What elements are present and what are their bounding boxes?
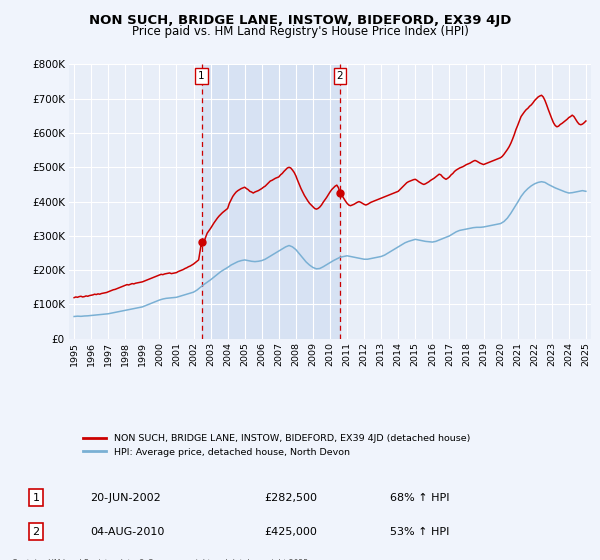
Text: 1995: 1995: [70, 342, 79, 366]
Text: £425,000: £425,000: [264, 527, 317, 536]
Text: 2010: 2010: [325, 342, 335, 366]
Text: 1: 1: [198, 71, 205, 81]
Text: 2002: 2002: [189, 342, 198, 366]
Text: 2023: 2023: [547, 342, 556, 366]
Text: 2020: 2020: [496, 342, 505, 366]
Text: 1997: 1997: [104, 342, 113, 366]
Text: 2014: 2014: [394, 342, 403, 366]
Text: 2: 2: [32, 527, 40, 536]
Text: 1996: 1996: [86, 342, 95, 366]
Text: £282,500: £282,500: [264, 493, 317, 503]
Text: 2021: 2021: [513, 342, 522, 366]
Text: 2000: 2000: [155, 342, 164, 366]
Text: 2012: 2012: [359, 342, 368, 366]
Text: 2025: 2025: [581, 342, 590, 366]
Text: Contains HM Land Registry data © Crown copyright and database right 2025.
This d: Contains HM Land Registry data © Crown c…: [12, 559, 310, 560]
Text: 2005: 2005: [240, 342, 249, 366]
Text: NON SUCH, BRIDGE LANE, INSTOW, BIDEFORD, EX39 4JD: NON SUCH, BRIDGE LANE, INSTOW, BIDEFORD,…: [89, 14, 511, 27]
Text: 04-AUG-2010: 04-AUG-2010: [90, 527, 164, 536]
Text: 2003: 2003: [206, 342, 215, 366]
Text: 2015: 2015: [411, 342, 420, 366]
Text: 53% ↑ HPI: 53% ↑ HPI: [390, 527, 449, 536]
Text: 2004: 2004: [223, 342, 232, 366]
Text: 2024: 2024: [565, 342, 574, 366]
Bar: [202, 64, 340, 339]
Text: 2022: 2022: [530, 342, 539, 366]
Text: 2007: 2007: [274, 342, 283, 366]
Text: 2008: 2008: [292, 342, 301, 366]
Text: 2017: 2017: [445, 342, 454, 366]
Text: 2011: 2011: [343, 342, 352, 366]
Text: 2013: 2013: [377, 342, 386, 366]
Text: 2: 2: [337, 71, 343, 81]
Text: 2019: 2019: [479, 342, 488, 366]
Text: 1999: 1999: [138, 342, 147, 366]
Text: 1: 1: [32, 493, 40, 503]
Text: Price paid vs. HM Land Registry's House Price Index (HPI): Price paid vs. HM Land Registry's House …: [131, 25, 469, 38]
Text: 68% ↑ HPI: 68% ↑ HPI: [390, 493, 449, 503]
Text: 2018: 2018: [462, 342, 471, 366]
Text: 2006: 2006: [257, 342, 266, 366]
Text: 1998: 1998: [121, 342, 130, 366]
Legend: NON SUCH, BRIDGE LANE, INSTOW, BIDEFORD, EX39 4JD (detached house), HPI: Average: NON SUCH, BRIDGE LANE, INSTOW, BIDEFORD,…: [79, 430, 474, 460]
Text: 2001: 2001: [172, 342, 181, 366]
Text: 2009: 2009: [308, 342, 317, 366]
Text: 20-JUN-2002: 20-JUN-2002: [90, 493, 161, 503]
Text: 2016: 2016: [428, 342, 437, 366]
